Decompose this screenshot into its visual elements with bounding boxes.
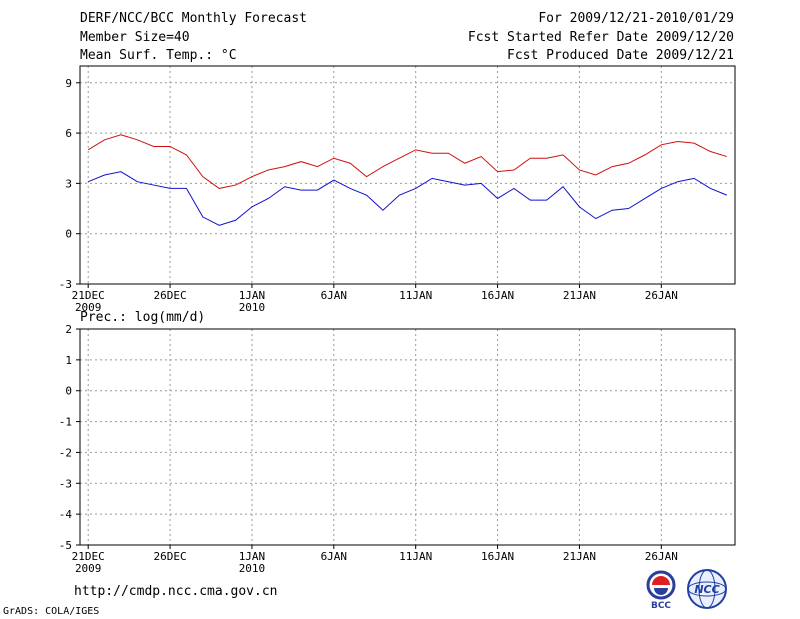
ncc-logo-text: NCC — [694, 583, 719, 596]
y-tick-label: -4 — [59, 508, 73, 521]
produced-date: Fcst Produced Date 2009/12/21 — [507, 48, 734, 63]
x-tick-label: 16JAN — [481, 289, 514, 302]
x-year-label: 2010 — [239, 562, 266, 575]
y-tick-label: 1 — [65, 354, 72, 367]
plot-frame — [79, 328, 736, 546]
y-tick-label: -3 — [59, 477, 72, 490]
precipitation-panel: -5 -4 -3 -2 -1 0 1 2 21DEC 26DEC 1JAN 6JAN 11JAN 16JA… — [59, 323, 736, 575]
x-tick-label: 21JAN — [563, 289, 596, 302]
y-tick-label: 2 — [65, 323, 72, 336]
ncc-logo: NCC — [684, 568, 730, 610]
chart-title: DERF/NCC/BCC Monthly Forecast — [80, 11, 307, 26]
x-tick-label: 26JAN — [645, 550, 678, 563]
x-tick-label: 26DEC — [154, 289, 187, 302]
temperature-panel: -3 0 3 6 9 21DEC 26DEC 1JAN 6JAN 11JAN 16JAN 21JAN 2… — [59, 65, 736, 314]
variable-label: Mean Surf. Temp.: °C — [80, 48, 237, 63]
x-tick-label: 1JAN — [239, 289, 266, 302]
y-tick-label: -2 — [59, 446, 72, 459]
series-q25-line — [87, 134, 727, 189]
x-tick-label: 21JAN — [563, 550, 596, 563]
started-date: Fcst Started Refer Date 2009/12/20 — [467, 30, 734, 45]
x-tick-label: 16JAN — [481, 550, 514, 563]
series-max-line — [87, 171, 728, 226]
x-year-label: 2009 — [75, 301, 102, 314]
plot-frame — [79, 65, 736, 285]
x-tick-label: 1JAN — [239, 550, 266, 563]
x-year-label: 2009 — [75, 562, 102, 575]
x-tick-label: 11JAN — [399, 289, 432, 302]
x-tick-label: 21DEC — [72, 289, 105, 302]
y-tick-label: 6 — [65, 127, 72, 140]
x-tick-label: 6JAN — [321, 550, 348, 563]
x-tick-label: 26DEC — [154, 550, 187, 563]
precip-label: Prec.: log(mm/d) — [80, 310, 206, 325]
y-tick-label: 0 — [65, 228, 72, 241]
bcc-logo: BCC — [640, 568, 682, 611]
x-tick-label: 21DEC — [72, 550, 105, 563]
y-tick-label: 9 — [65, 77, 72, 90]
y-tick-label: 3 — [65, 177, 72, 190]
y-tick-label: 0 — [65, 385, 72, 398]
forecast-period: For 2009/12/21-2010/01/29 — [538, 11, 734, 26]
y-tick-label: -5 — [59, 539, 72, 552]
x-year-label: 2010 — [239, 301, 266, 314]
y-tick-label: -1 — [59, 416, 72, 429]
member-size: Member Size=40 — [80, 30, 190, 45]
x-tick-label: 6JAN — [321, 289, 348, 302]
grads-credit: GrADS: COLA/IGES — [3, 606, 100, 617]
bcc-logo-text: BCC — [651, 601, 671, 610]
x-tick-label: 11JAN — [399, 550, 432, 563]
y-tick-label: -3 — [59, 278, 72, 291]
x-tick-label: 26JAN — [645, 289, 678, 302]
source-url: http://cmdp.ncc.cma.gov.cn — [74, 584, 278, 599]
